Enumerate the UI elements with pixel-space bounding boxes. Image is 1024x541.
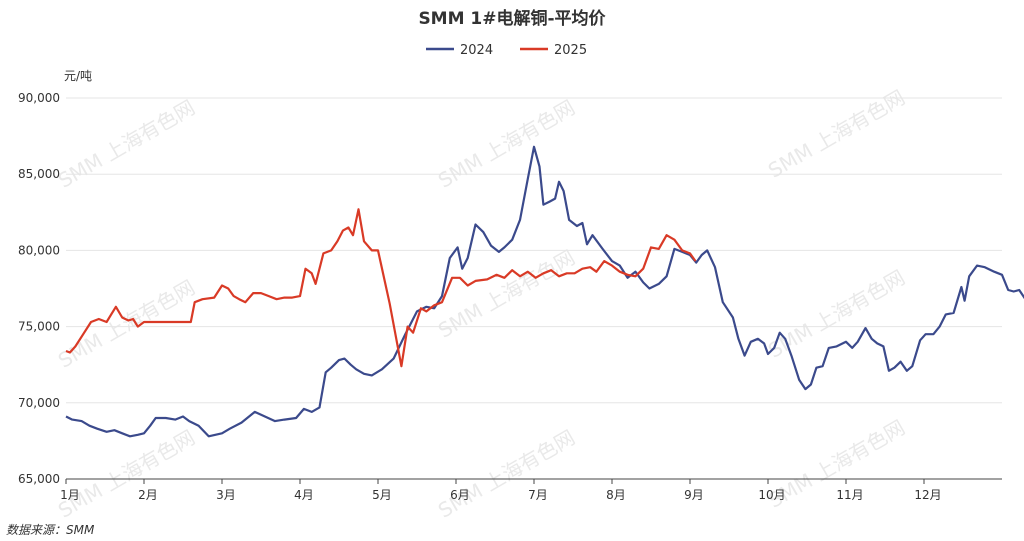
x-tick-label: 9月 [684,488,704,502]
x-tick-label: 8月 [606,488,626,502]
y-tick-label: 90,000 [18,91,60,105]
legend-label-2024: 2024 [460,43,493,58]
gridlines [66,97,1002,404]
y-axis-ticks: 65,000 70,000 75,000 80,000 85,000 90,000 [18,91,60,486]
x-tick-label: 1月 [60,488,80,502]
x-tick-label: 2月 [138,488,158,502]
watermark-text: SMM 上海有色网 [54,425,199,523]
legend: 2024 2025 [426,43,587,58]
watermark-text: SMM 上海有色网 [434,245,579,343]
y-tick-label: 75,000 [18,320,60,334]
x-tick-label: 5月 [372,488,392,502]
x-tick-label: 11月 [836,488,863,502]
x-tick-label: 6月 [450,488,470,502]
y-tick-label: 65,000 [18,472,60,486]
watermark-text: SMM 上海有色网 [54,95,199,193]
watermark-layer: SMM 上海有色网 SMM 上海有色网 SMM 上海有色网 SMM 上海有色网 SMM … [54,85,909,523]
watermark-text: SMM 上海有色网 [764,265,909,363]
series-line-2025 [65,208,697,368]
data-source-note: 数据来源：SMM [6,523,95,537]
watermark-text: SMM 上海有色网 [434,95,579,193]
watermark-text: SMM 上海有色网 [434,425,579,523]
x-tick-label: 10月 [758,488,785,502]
series-line-2024 [65,145,1024,438]
x-tick-label: 4月 [294,488,314,502]
y-tick-label: 85,000 [18,167,60,181]
x-tick-label: 7月 [528,488,548,502]
series-lines [65,145,1024,438]
x-axis: 1月 2月 3月 4月 5月 6月 7月 8月 9月 10月 11月 12月 [60,478,1002,502]
legend-label-2025: 2025 [554,43,587,58]
watermark-text: SMM 上海有色网 [764,85,909,183]
y-tick-label: 80,000 [18,243,60,257]
x-tick-label: 3月 [216,488,236,502]
y-tick-label: 70,000 [18,396,60,410]
chart-title: SMM 1#电解铜-平均价 [418,8,606,29]
watermark-text: SMM 上海有色网 [54,275,199,373]
x-tick-label: 12月 [914,488,941,502]
y-axis-unit-label: 元/吨 [64,69,92,83]
